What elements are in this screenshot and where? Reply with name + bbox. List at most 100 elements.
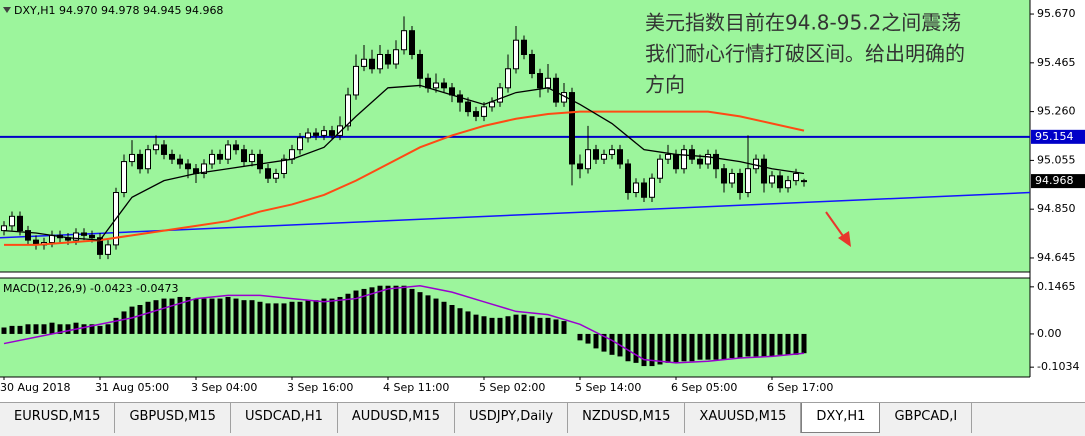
candle-body [361,58,367,67]
candle-body [537,73,543,89]
candle-body [641,182,647,198]
macd-bar [665,333,671,363]
price-label-box [1031,174,1085,189]
candle-body [233,144,239,151]
candle-body [513,39,519,70]
price-label: 94.968 [1035,174,1074,187]
macd-bar [9,325,15,334]
candle-body [1,225,7,232]
macd-bar [577,333,583,341]
candle-body [217,153,223,160]
candle-body [673,153,679,170]
candle-body [465,101,471,113]
symbol-tab[interactable]: GBPCAD,I [880,403,973,433]
candle-body [681,149,687,170]
level-label: 95.154 [1035,130,1074,143]
macd-bar [521,314,527,334]
line-series [3,284,805,364]
macd-bar [505,316,511,334]
macd-bar [545,317,551,334]
macd-bar [121,311,127,334]
macd-bar [673,333,679,363]
macd-bar [465,311,471,334]
macd-bar [481,316,487,334]
macd-bar [793,333,799,355]
x-tick-label: 6 Sep 17:00 [767,381,833,394]
candle-body [73,232,79,241]
candle-body [441,82,447,89]
y-tick-label: 95.670 [1037,7,1076,20]
symbol-tab[interactable]: XAUUSD,M15 [685,403,802,433]
macd-bar [273,303,279,334]
candle-body [25,230,31,241]
y-tick-label: 94.850 [1037,202,1076,215]
candle-body [337,125,343,136]
annotation: 美元指数目前在94.8-95.2之间震荡 我们耐心行情打破区间。给出明确的 方向 [645,11,965,97]
y-tick-label: 0.1465 [1037,280,1076,293]
annotation-line: 方向 [645,73,685,97]
candle-body [121,161,127,194]
macd-bar [681,333,687,362]
macd-bar [385,285,391,334]
symbol-tab[interactable]: USDCAD,H1 [231,403,338,433]
symbol-tab[interactable]: GBPUSD,M15 [115,403,231,433]
macd-bar [17,325,23,334]
macd-bar [649,333,655,367]
macd-bar [257,301,263,334]
price-axis: 94.645 94.850 95.055 95.260 95.465 95.670 -0.1… [0,7,1085,394]
header-icon [3,7,11,13]
symbol-tab[interactable]: NZDUSD,M15 [568,403,686,433]
macd-bar [641,333,647,367]
candle-body [625,163,631,194]
candle-body [433,82,439,89]
candle-body [769,175,775,184]
macd-bar [401,285,407,334]
candle-body [409,30,415,55]
candle-body [177,158,183,165]
macd-bar [73,322,79,334]
macd-bar [281,303,287,334]
symbol-tab[interactable]: DXY,H1 [801,403,881,433]
symbol-tab[interactable]: EURUSD,M15 [0,403,116,433]
symbol-tab[interactable]: AUDUSD,M15 [338,403,455,433]
macd-bar [737,333,743,359]
candle-body [49,234,55,243]
candle-body [273,172,279,179]
macd-bar [537,317,543,334]
macd-bar [761,333,767,357]
arrow-head [838,231,851,247]
macd-bar [753,333,759,357]
macd-bar [601,333,607,352]
candle-body [289,149,295,160]
macd-bar [265,303,271,334]
candle-body [97,237,103,255]
candle-body [129,153,135,163]
candle-body [793,172,799,182]
macd-bar [233,298,239,334]
candle-body [81,232,87,236]
macd-bar [305,300,311,334]
candle-body [17,215,23,232]
macd-bar [41,324,47,334]
candle-body [9,215,15,227]
macd-bar [785,333,791,355]
x-tick-label: 4 Sep 11:00 [383,381,449,394]
macd-bar [25,324,31,334]
macd-bar [361,288,367,334]
macd-bar [657,333,663,365]
candle-body [345,94,351,127]
candle-body [745,168,751,194]
y-tick-label: 95.055 [1037,153,1076,166]
macd-bar [313,300,319,334]
macd-bar [81,324,87,334]
symbol-tab[interactable]: USDJPY,Daily [455,403,569,433]
candle-body [665,153,671,160]
symbol-tabs: EURUSD,M15 GBPUSD,M15 USDCAD,H1 AUDUSD,M15 U… [0,402,1085,436]
candle-body [521,39,527,55]
candle-body [497,87,503,103]
candle-body [577,163,583,170]
macd-bar [449,305,455,334]
macd-bar [473,314,479,334]
macd-bar [713,333,719,360]
